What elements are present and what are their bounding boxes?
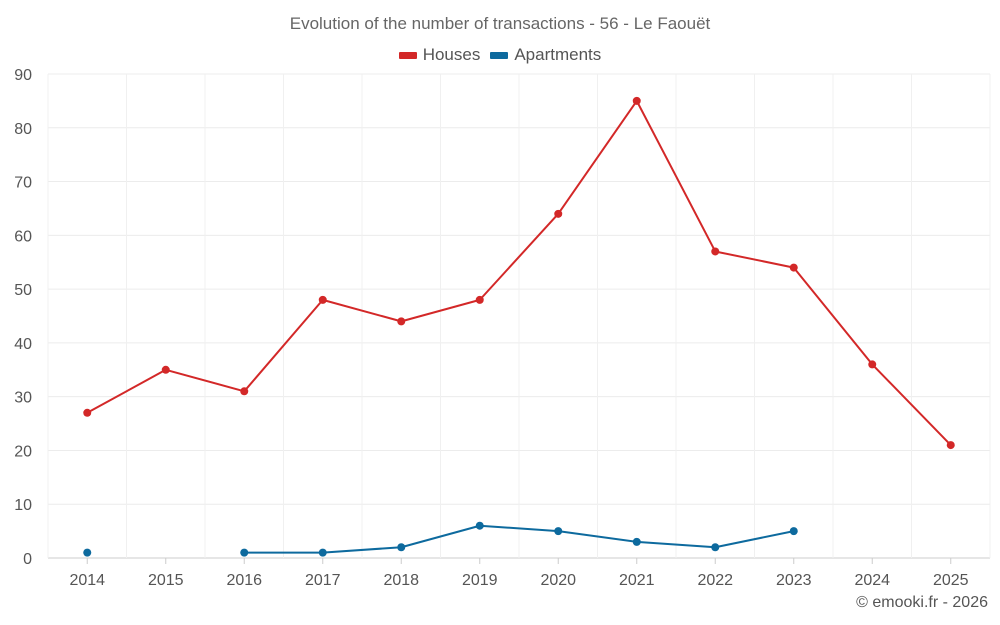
y-tick-label: 10: [14, 497, 32, 514]
legend-swatch-apartments: [490, 51, 509, 59]
data-point-houses: [240, 387, 249, 396]
data-point-apartments: [475, 521, 484, 530]
data-point-houses: [161, 365, 170, 374]
data-point-houses: [711, 247, 720, 256]
data-point-apartments: [632, 537, 641, 546]
data-point-apartments: [554, 527, 563, 536]
data-point-apartments: [711, 543, 720, 552]
legend-item-houses[interactable]: Houses: [398, 45, 481, 65]
series-line-apartments: [244, 524, 794, 554]
data-point-houses: [397, 317, 406, 326]
legend-swatch-houses: [398, 51, 417, 59]
data-point-houses: [554, 209, 563, 218]
x-tick-label: 2018: [383, 572, 419, 589]
y-tick-label: 50: [14, 282, 32, 299]
y-tick-label: 70: [14, 175, 32, 192]
data-point-apartments: [397, 543, 406, 552]
legend-label-houses: Houses: [422, 45, 481, 64]
legend-item-apartments[interactable]: Apartments: [490, 45, 601, 65]
data-point-apartments: [240, 548, 249, 557]
data-point-apartments: [789, 527, 798, 536]
data-point-houses: [946, 441, 955, 450]
data-point-houses: [83, 408, 92, 417]
y-tick-label: 90: [14, 67, 32, 84]
y-tick-label: 20: [14, 443, 32, 460]
legend: Houses Apartments: [0, 45, 1000, 65]
x-tick-label: 2021: [619, 572, 655, 589]
y-tick-label: 40: [14, 336, 32, 353]
chart-title: Evolution of the number of transactions …: [289, 14, 711, 33]
data-point-houses: [475, 295, 484, 304]
x-tick-label: 2019: [462, 572, 498, 589]
data-point-houses: [632, 96, 641, 105]
x-tick-label: 2015: [148, 572, 184, 589]
x-tick-label: 2025: [933, 572, 969, 589]
x-tick-label: 2016: [226, 572, 262, 589]
x-tick-label: 2014: [69, 572, 105, 589]
data-point-apartments: [318, 548, 327, 557]
data-point-houses: [789, 263, 798, 272]
y-tick-label: 0: [23, 551, 32, 568]
legend-label-apartments: Apartments: [514, 45, 602, 64]
x-tick-label: 2023: [776, 572, 812, 589]
credit-text: © emooki.fr - 2026: [856, 594, 988, 611]
y-tick-label: 80: [14, 121, 32, 138]
data-point-houses: [318, 295, 327, 304]
x-tick-label: 2020: [540, 572, 576, 589]
series-line-houses: [86, 99, 952, 446]
y-tick-label: 30: [14, 390, 32, 407]
y-tick-label: 60: [14, 228, 32, 245]
data-point-houses: [868, 360, 877, 369]
x-tick-label: 2022: [697, 572, 733, 589]
x-tick-label: 2017: [305, 572, 341, 589]
data-point-apartments: [83, 548, 92, 557]
x-tick-label: 2024: [854, 572, 890, 589]
